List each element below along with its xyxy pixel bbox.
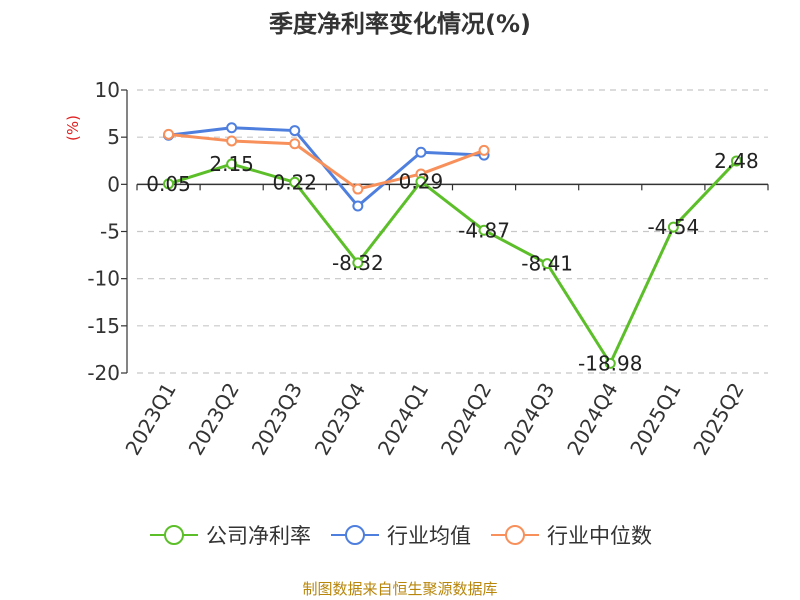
data-point: [289, 138, 301, 150]
legend-item[interactable]: 行业均值: [329, 520, 471, 550]
data-point: [415, 146, 427, 158]
data-label: 2.15: [209, 152, 254, 176]
x-tick-label: 2024Q4: [562, 379, 622, 460]
data-point: [226, 135, 238, 147]
legend-swatch: [331, 525, 379, 545]
data-label: 0.29: [399, 170, 444, 194]
data-point: [478, 224, 490, 236]
y-tick-label: -10: [87, 267, 120, 291]
data-point: [541, 258, 553, 270]
data-point: [604, 357, 616, 369]
series-line: [168, 126, 485, 208]
x-tick-label: 2023Q4: [310, 379, 370, 460]
data-label: -8.32: [332, 251, 384, 275]
data-point: [226, 158, 238, 170]
legend-item[interactable]: 公司净利率: [148, 520, 311, 550]
data-point: [415, 176, 427, 188]
data-point: [478, 144, 490, 156]
series-line: [168, 132, 485, 191]
legend-item[interactable]: 行业中位数: [489, 520, 652, 550]
y-tick-label: 10: [95, 78, 120, 102]
legend-swatch-marker: [505, 525, 525, 545]
data-point: [289, 125, 301, 137]
legend: 公司净利率 行业均值 行业中位数: [0, 520, 800, 550]
source-note: 制图数据来自恒生聚源数据库: [302, 580, 498, 598]
data-label: 2.48: [714, 149, 759, 173]
y-tick-label: -5: [100, 220, 120, 244]
data-point: [352, 183, 364, 195]
data-point: [352, 257, 364, 269]
y-tick-label: -15: [87, 314, 120, 338]
legend-label: 行业中位数: [547, 524, 652, 548]
data-point: [226, 122, 238, 134]
x-tick-label: 2024Q1: [373, 379, 433, 460]
legend-label: 行业均值: [387, 524, 471, 548]
data-point: [352, 200, 364, 212]
chart-title: 季度净利率变化情况(%): [269, 10, 531, 38]
y-axis-label: (%): [64, 115, 82, 141]
series-line: [168, 159, 738, 365]
legend-swatch-marker: [164, 525, 184, 545]
x-tick-label: 2024Q2: [436, 379, 496, 460]
data-label: -18.98: [578, 351, 642, 375]
legend-label: 公司净利率: [206, 524, 311, 548]
x-tick-label: 2023Q2: [184, 379, 244, 460]
legend-swatch: [491, 525, 539, 545]
x-tick-label: 2023Q3: [247, 379, 307, 460]
y-tick-label: 5: [107, 125, 120, 149]
legend-swatch-marker: [345, 525, 365, 545]
data-label: 0.05: [146, 172, 191, 196]
data-point: [163, 178, 175, 190]
x-tick-label: 2025Q2: [688, 379, 748, 460]
data-label: 0.22: [272, 170, 317, 194]
data-label: -4.54: [647, 215, 699, 239]
data-label: -8.41: [521, 252, 573, 276]
data-point: [730, 155, 742, 167]
data-point: [289, 176, 301, 188]
x-tick-label: 2024Q3: [499, 379, 559, 460]
data-label: -4.87: [458, 218, 510, 242]
y-tick-label: 0: [107, 172, 120, 196]
y-tick-label: -20: [87, 361, 120, 385]
legend-swatch: [150, 525, 198, 545]
x-tick-label: 2023Q1: [120, 379, 180, 460]
x-tick-label: 2025Q1: [625, 379, 685, 460]
data-point: [163, 128, 175, 140]
data-point: [667, 221, 679, 233]
